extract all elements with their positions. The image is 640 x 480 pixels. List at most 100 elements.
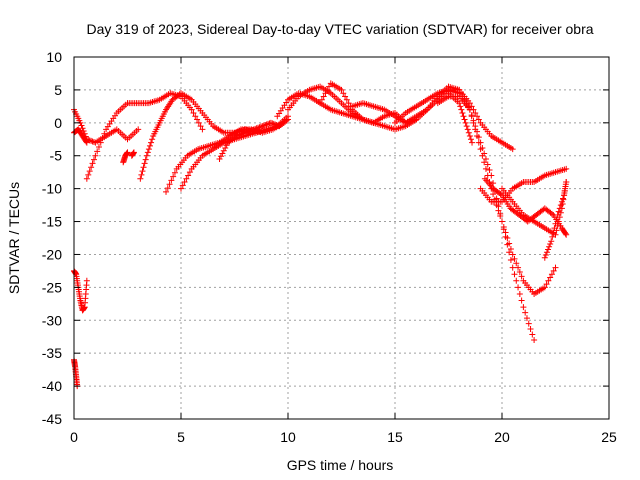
data-point — [90, 156, 97, 163]
data-point — [558, 198, 565, 205]
y-tick-label: -10 — [42, 181, 62, 197]
data-point — [188, 106, 195, 113]
data-point — [183, 175, 190, 182]
data-point — [88, 137, 95, 144]
data-point — [467, 136, 474, 143]
series-arc-13 — [274, 90, 377, 126]
data-point — [317, 100, 324, 107]
data-point — [250, 126, 257, 133]
data-point — [190, 109, 197, 116]
x-tick-label: 25 — [601, 429, 617, 445]
data-point — [144, 149, 151, 156]
data-point — [543, 249, 550, 256]
data-point — [504, 241, 511, 248]
data-point — [557, 202, 564, 209]
data-point — [484, 161, 491, 168]
data-point — [253, 125, 260, 132]
data-point — [164, 185, 171, 192]
data-point — [466, 132, 473, 139]
data-point — [547, 241, 554, 248]
data-point — [464, 126, 471, 133]
data-point — [509, 251, 516, 258]
data-point — [468, 112, 475, 119]
data-point — [85, 171, 92, 178]
data-point — [466, 100, 473, 107]
data-point — [468, 103, 475, 110]
data-point — [83, 175, 90, 182]
data-point — [181, 179, 188, 186]
data-point — [469, 139, 476, 146]
data-point — [324, 86, 331, 93]
data-point — [338, 86, 345, 93]
data-point — [456, 100, 463, 107]
data-point — [531, 337, 538, 344]
data-point — [223, 142, 230, 149]
series-arc-1 — [71, 106, 142, 146]
data-point — [219, 150, 226, 157]
data-point — [518, 273, 525, 280]
data-point — [99, 135, 106, 142]
data-point — [97, 139, 104, 146]
data-point — [477, 139, 484, 146]
data-point — [255, 124, 262, 131]
x-tick-labels: 0 5 10 15 20 25 — [70, 429, 617, 445]
data-point — [197, 123, 204, 130]
data-point — [269, 120, 276, 127]
data-point — [285, 116, 291, 123]
data-point — [94, 148, 101, 155]
y-tick-label: -25 — [42, 279, 62, 295]
data-point — [481, 159, 488, 166]
data-point — [563, 179, 570, 186]
data-point — [497, 191, 504, 198]
data-point — [552, 220, 559, 227]
data-point — [89, 160, 96, 167]
data-point — [554, 211, 561, 218]
y-tick-label: 10 — [46, 49, 62, 65]
data-point — [479, 145, 486, 152]
data-point — [217, 153, 224, 160]
data-point — [556, 205, 563, 212]
data-point — [541, 284, 548, 291]
data-point — [466, 106, 473, 113]
data-point — [246, 128, 253, 135]
data-point — [342, 93, 349, 100]
data-point — [263, 121, 270, 128]
data-point — [83, 139, 90, 146]
data-point — [474, 113, 481, 120]
data-point — [195, 119, 202, 126]
data-point — [257, 123, 264, 130]
y-tick-label: 0 — [54, 115, 62, 131]
data-point — [275, 122, 282, 129]
series-arc-10 — [178, 126, 270, 192]
data-point — [472, 123, 479, 130]
data-point — [522, 309, 529, 316]
data-point — [547, 274, 554, 281]
data-point — [260, 122, 267, 129]
data-point — [262, 122, 269, 129]
series-arc-18 — [445, 90, 476, 146]
data-point — [462, 119, 469, 126]
y-tick-label: -35 — [42, 345, 62, 361]
data-point — [267, 119, 274, 126]
data-point — [130, 149, 137, 156]
data-point — [239, 130, 246, 137]
data-point — [194, 116, 201, 123]
data-point — [552, 264, 559, 271]
data-point — [245, 128, 252, 135]
data-point — [236, 131, 243, 138]
data-point — [124, 149, 131, 156]
x-tick-label: 20 — [494, 429, 510, 445]
data-point — [518, 297, 525, 304]
data-point — [511, 255, 518, 262]
data-point — [137, 175, 144, 182]
x-tick-label: 10 — [280, 429, 296, 445]
data-point — [243, 129, 250, 136]
x-tick-label: 15 — [387, 429, 403, 445]
data-point — [525, 320, 532, 327]
y-tick-label: -30 — [42, 312, 62, 328]
series-arc-9 — [163, 119, 287, 195]
data-point — [90, 139, 97, 146]
data-point — [481, 150, 488, 157]
data-point — [83, 138, 90, 145]
